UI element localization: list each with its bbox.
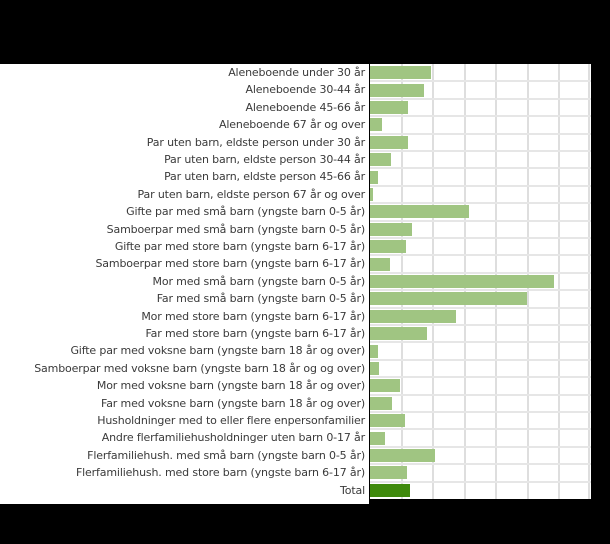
- category-label: Gifte par med store barn (yngste barn 6-…: [114, 240, 365, 253]
- data-bar: [370, 83, 424, 97]
- horizontal-gridline: [370, 445, 591, 448]
- horizontal-gridline: [370, 289, 591, 292]
- horizontal-gridline: [370, 306, 591, 309]
- data-bar: [370, 188, 374, 201]
- data-bar: [370, 257, 391, 271]
- category-label: Par uten barn, eldste person 30-44 år: [164, 153, 365, 166]
- category-label: Par uten barn, eldste person 45-66 år: [164, 170, 365, 184]
- category-label: Far med store barn (yngste barn 6-17 år): [145, 327, 366, 340]
- category-label: Flerfamiliehush. med store barn (yngste …: [75, 466, 365, 480]
- horizontal-gridline: [370, 202, 591, 205]
- total-bar: [370, 483, 411, 497]
- data-bar: [370, 466, 408, 480]
- horizontal-gridline: [370, 219, 591, 222]
- data-bar: [370, 240, 407, 254]
- category-label: Samboerpar med voksne barn (yngste barn …: [34, 361, 365, 375]
- data-bar: [370, 431, 386, 445]
- data-bar: [370, 205, 470, 219]
- category-label: Mor med store barn (yngste barn 6-17 år): [141, 309, 365, 323]
- horizontal-gridline: [370, 324, 591, 326]
- horizontal-gridline: [370, 411, 591, 413]
- data-bar: [370, 379, 400, 393]
- data-bar: [370, 135, 409, 149]
- category-label: Samboerpar med store barn (yngste barn 6…: [95, 257, 365, 271]
- horizontal-gridline: [370, 358, 591, 361]
- horizontal-gridline: [370, 97, 591, 100]
- category-label: Gifte par med voksne barn (yngste barn 1…: [70, 344, 365, 358]
- category-label: Andre flerfamiliehusholdninger uten barn…: [101, 431, 365, 445]
- data-bar: [370, 292, 527, 306]
- data-bar: [370, 414, 406, 428]
- data-bar: [370, 344, 378, 358]
- data-bar: [370, 327, 427, 341]
- horizontal-gridline: [370, 271, 591, 274]
- data-bar: [370, 362, 379, 375]
- category-label: Aleneboende 30-44 år: [245, 83, 365, 97]
- category-label: Husholdninger med to eller flere enperso…: [97, 414, 365, 427]
- category-label: Total: [340, 483, 365, 497]
- data-bar: [370, 170, 378, 184]
- horizontal-gridline: [370, 480, 591, 483]
- data-bar: [370, 396, 393, 410]
- category-label: Flerfamiliehush. med små barn (yngste ba…: [87, 448, 365, 462]
- horizontal-gridline: [370, 150, 591, 152]
- horizontal-gridline: [370, 184, 591, 187]
- category-label: Gifte par med små barn (yngste barn 0-5 …: [126, 205, 365, 219]
- plot-area: [370, 64, 591, 499]
- category-label: Samboerpar med små barn (yngste barn 0-5…: [106, 222, 366, 236]
- horizontal-gridline: [370, 393, 591, 396]
- horizontal-gridline: [370, 376, 591, 379]
- category-label: Mor med små barn (yngste barn 0-5 år): [152, 274, 366, 288]
- data-bar: [370, 222, 413, 236]
- data-bar: [370, 101, 409, 114]
- category-label: Far med små barn (yngste barn 0-5 år): [156, 292, 365, 306]
- category-label: Mor med voksne barn (yngste barn 18 år o…: [96, 379, 365, 393]
- category-label: Aleneboende 67 år og over: [218, 118, 365, 132]
- category-label: Aleneboende under 30 år: [228, 66, 365, 79]
- data-bar: [370, 309, 457, 323]
- horizontal-gridline: [370, 341, 591, 344]
- category-labels-panel: Aleneboende under 30 år Aleneboende 30-44…: [0, 64, 369, 504]
- vertical-gridline: [558, 64, 561, 499]
- horizontal-gridline: [370, 254, 591, 257]
- horizontal-gridline: [370, 428, 591, 431]
- category-label: Par uten barn, eldste person under 30 år: [146, 135, 365, 149]
- vertical-gridline: [588, 64, 590, 499]
- data-bar: [370, 118, 382, 132]
- data-bar: [370, 153, 392, 167]
- data-bar: [370, 449, 436, 462]
- horizontal-gridline: [370, 115, 591, 118]
- data-bar: [370, 66, 432, 80]
- axis-line: [369, 64, 370, 504]
- category-label: Aleneboende 45-66 år: [245, 100, 365, 114]
- category-label: Far med voksne barn (yngste barn 18 år o…: [101, 396, 365, 410]
- horizontal-gridline: [370, 237, 591, 239]
- data-bar: [370, 275, 555, 288]
- horizontal-gridline: [370, 132, 591, 135]
- category-label: Par uten barn, eldste person 67 år og ov…: [137, 187, 366, 201]
- horizontal-gridline: [370, 463, 591, 466]
- horizontal-gridline: [370, 80, 591, 83]
- horizontal-gridline: [370, 167, 591, 170]
